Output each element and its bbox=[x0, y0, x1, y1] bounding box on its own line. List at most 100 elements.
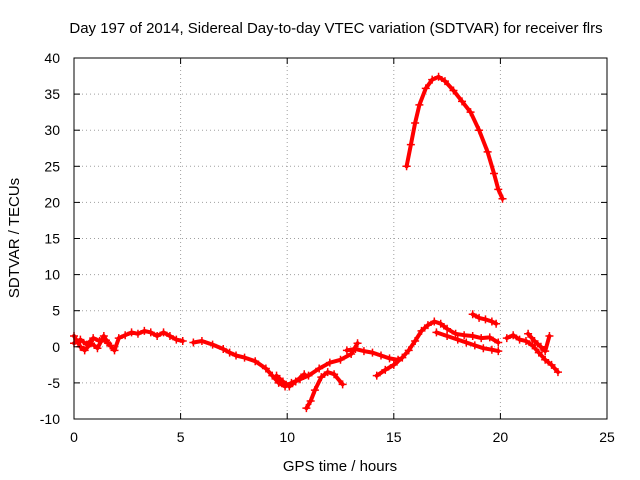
data-point bbox=[432, 328, 441, 337]
data-point bbox=[515, 335, 524, 344]
data-point bbox=[306, 396, 315, 405]
data-point bbox=[462, 338, 471, 347]
series-trace bbox=[191, 339, 360, 389]
data-point bbox=[104, 339, 113, 348]
data-point bbox=[492, 319, 501, 328]
data-point bbox=[490, 169, 499, 178]
data-series-arc-7 bbox=[372, 317, 503, 380]
x-tick-label: 15 bbox=[386, 429, 402, 445]
y-tick-label: 10 bbox=[44, 267, 60, 283]
data-point bbox=[261, 364, 270, 373]
y-tick-label: 40 bbox=[44, 50, 60, 66]
data-point bbox=[317, 373, 326, 382]
data-series-arc-4 bbox=[272, 370, 309, 391]
data-point bbox=[534, 348, 543, 357]
data-point bbox=[553, 368, 562, 377]
data-point bbox=[443, 324, 452, 333]
data-point bbox=[404, 346, 413, 355]
y-tick-label: 20 bbox=[44, 194, 60, 210]
data-point bbox=[430, 317, 439, 326]
data-point bbox=[423, 321, 432, 330]
plot-frame bbox=[73, 57, 608, 420]
data-point bbox=[541, 347, 550, 356]
data-point bbox=[509, 331, 518, 340]
data-point bbox=[475, 126, 484, 135]
data-point bbox=[385, 354, 394, 363]
series-trace bbox=[404, 74, 505, 201]
data-series-arc-5 bbox=[302, 368, 347, 413]
data-point bbox=[487, 317, 496, 326]
x-tick-label: 20 bbox=[493, 429, 509, 445]
data-point bbox=[547, 360, 556, 369]
data-point bbox=[545, 331, 554, 340]
data-point bbox=[189, 338, 198, 347]
y-tick-label: 35 bbox=[44, 86, 60, 102]
data-point bbox=[453, 335, 462, 344]
data-point bbox=[121, 331, 130, 340]
data-point bbox=[300, 370, 309, 379]
data-point bbox=[146, 328, 155, 337]
x-tick-label: 0 bbox=[70, 429, 78, 445]
data-point bbox=[417, 326, 426, 335]
data-point bbox=[159, 328, 168, 337]
y-tick-label: 30 bbox=[44, 122, 60, 138]
data-point bbox=[470, 341, 479, 350]
data-point bbox=[411, 337, 420, 346]
grid-lines bbox=[74, 58, 607, 419]
data-point bbox=[494, 338, 503, 347]
data-series-arc-12 bbox=[524, 329, 554, 356]
data-series-arc-3 bbox=[189, 337, 362, 391]
data-point bbox=[381, 365, 390, 374]
data-point bbox=[251, 357, 260, 366]
data-point bbox=[436, 319, 445, 328]
data-point bbox=[87, 339, 96, 348]
data-point bbox=[451, 329, 460, 338]
data-point bbox=[487, 345, 496, 354]
data-point bbox=[494, 185, 503, 194]
data-point bbox=[338, 380, 347, 389]
data-point bbox=[402, 162, 411, 171]
data-point bbox=[208, 340, 217, 349]
data-point bbox=[99, 331, 108, 340]
y-tick-label: -5 bbox=[48, 375, 61, 391]
x-axis-label: GPS time / hours bbox=[283, 458, 397, 475]
series-trace bbox=[72, 328, 185, 353]
data-point bbox=[377, 351, 386, 360]
data-point bbox=[93, 344, 102, 353]
data-point bbox=[494, 347, 503, 356]
data-point bbox=[475, 313, 484, 322]
y-tick-label: 25 bbox=[44, 158, 60, 174]
data-point bbox=[323, 368, 332, 377]
data-point bbox=[524, 329, 533, 338]
data-point bbox=[172, 335, 181, 344]
data-point bbox=[353, 339, 362, 348]
data-series-arc-6 bbox=[342, 344, 403, 364]
data-point bbox=[291, 377, 300, 386]
data-point bbox=[485, 333, 494, 342]
data-series-arc-8 bbox=[432, 328, 503, 356]
data-point bbox=[336, 355, 345, 364]
data-point bbox=[481, 315, 490, 324]
data-point bbox=[359, 347, 368, 356]
data-point bbox=[178, 337, 187, 346]
data-point bbox=[315, 364, 324, 373]
data-series-arc-2 bbox=[70, 331, 113, 355]
data-point bbox=[272, 371, 281, 380]
data-point bbox=[541, 355, 550, 364]
data-point bbox=[421, 84, 430, 93]
data-series-arc-10 bbox=[402, 72, 507, 203]
data-point bbox=[372, 371, 381, 380]
data-point bbox=[415, 100, 424, 109]
data-point bbox=[411, 118, 420, 127]
y-axis-label: SDTVAR / TECUs bbox=[6, 178, 23, 298]
y-tick-label: -10 bbox=[40, 411, 60, 427]
x-tick-label: 5 bbox=[177, 429, 185, 445]
x-tick-label: 10 bbox=[279, 429, 295, 445]
chart-title: Day 197 of 2014, Sidereal Day-to-day VTE… bbox=[69, 20, 602, 37]
x-tick-label: 25 bbox=[599, 429, 615, 445]
data-point bbox=[114, 334, 123, 343]
data-point bbox=[197, 337, 206, 346]
data-point bbox=[458, 97, 467, 106]
data-point bbox=[468, 310, 477, 319]
